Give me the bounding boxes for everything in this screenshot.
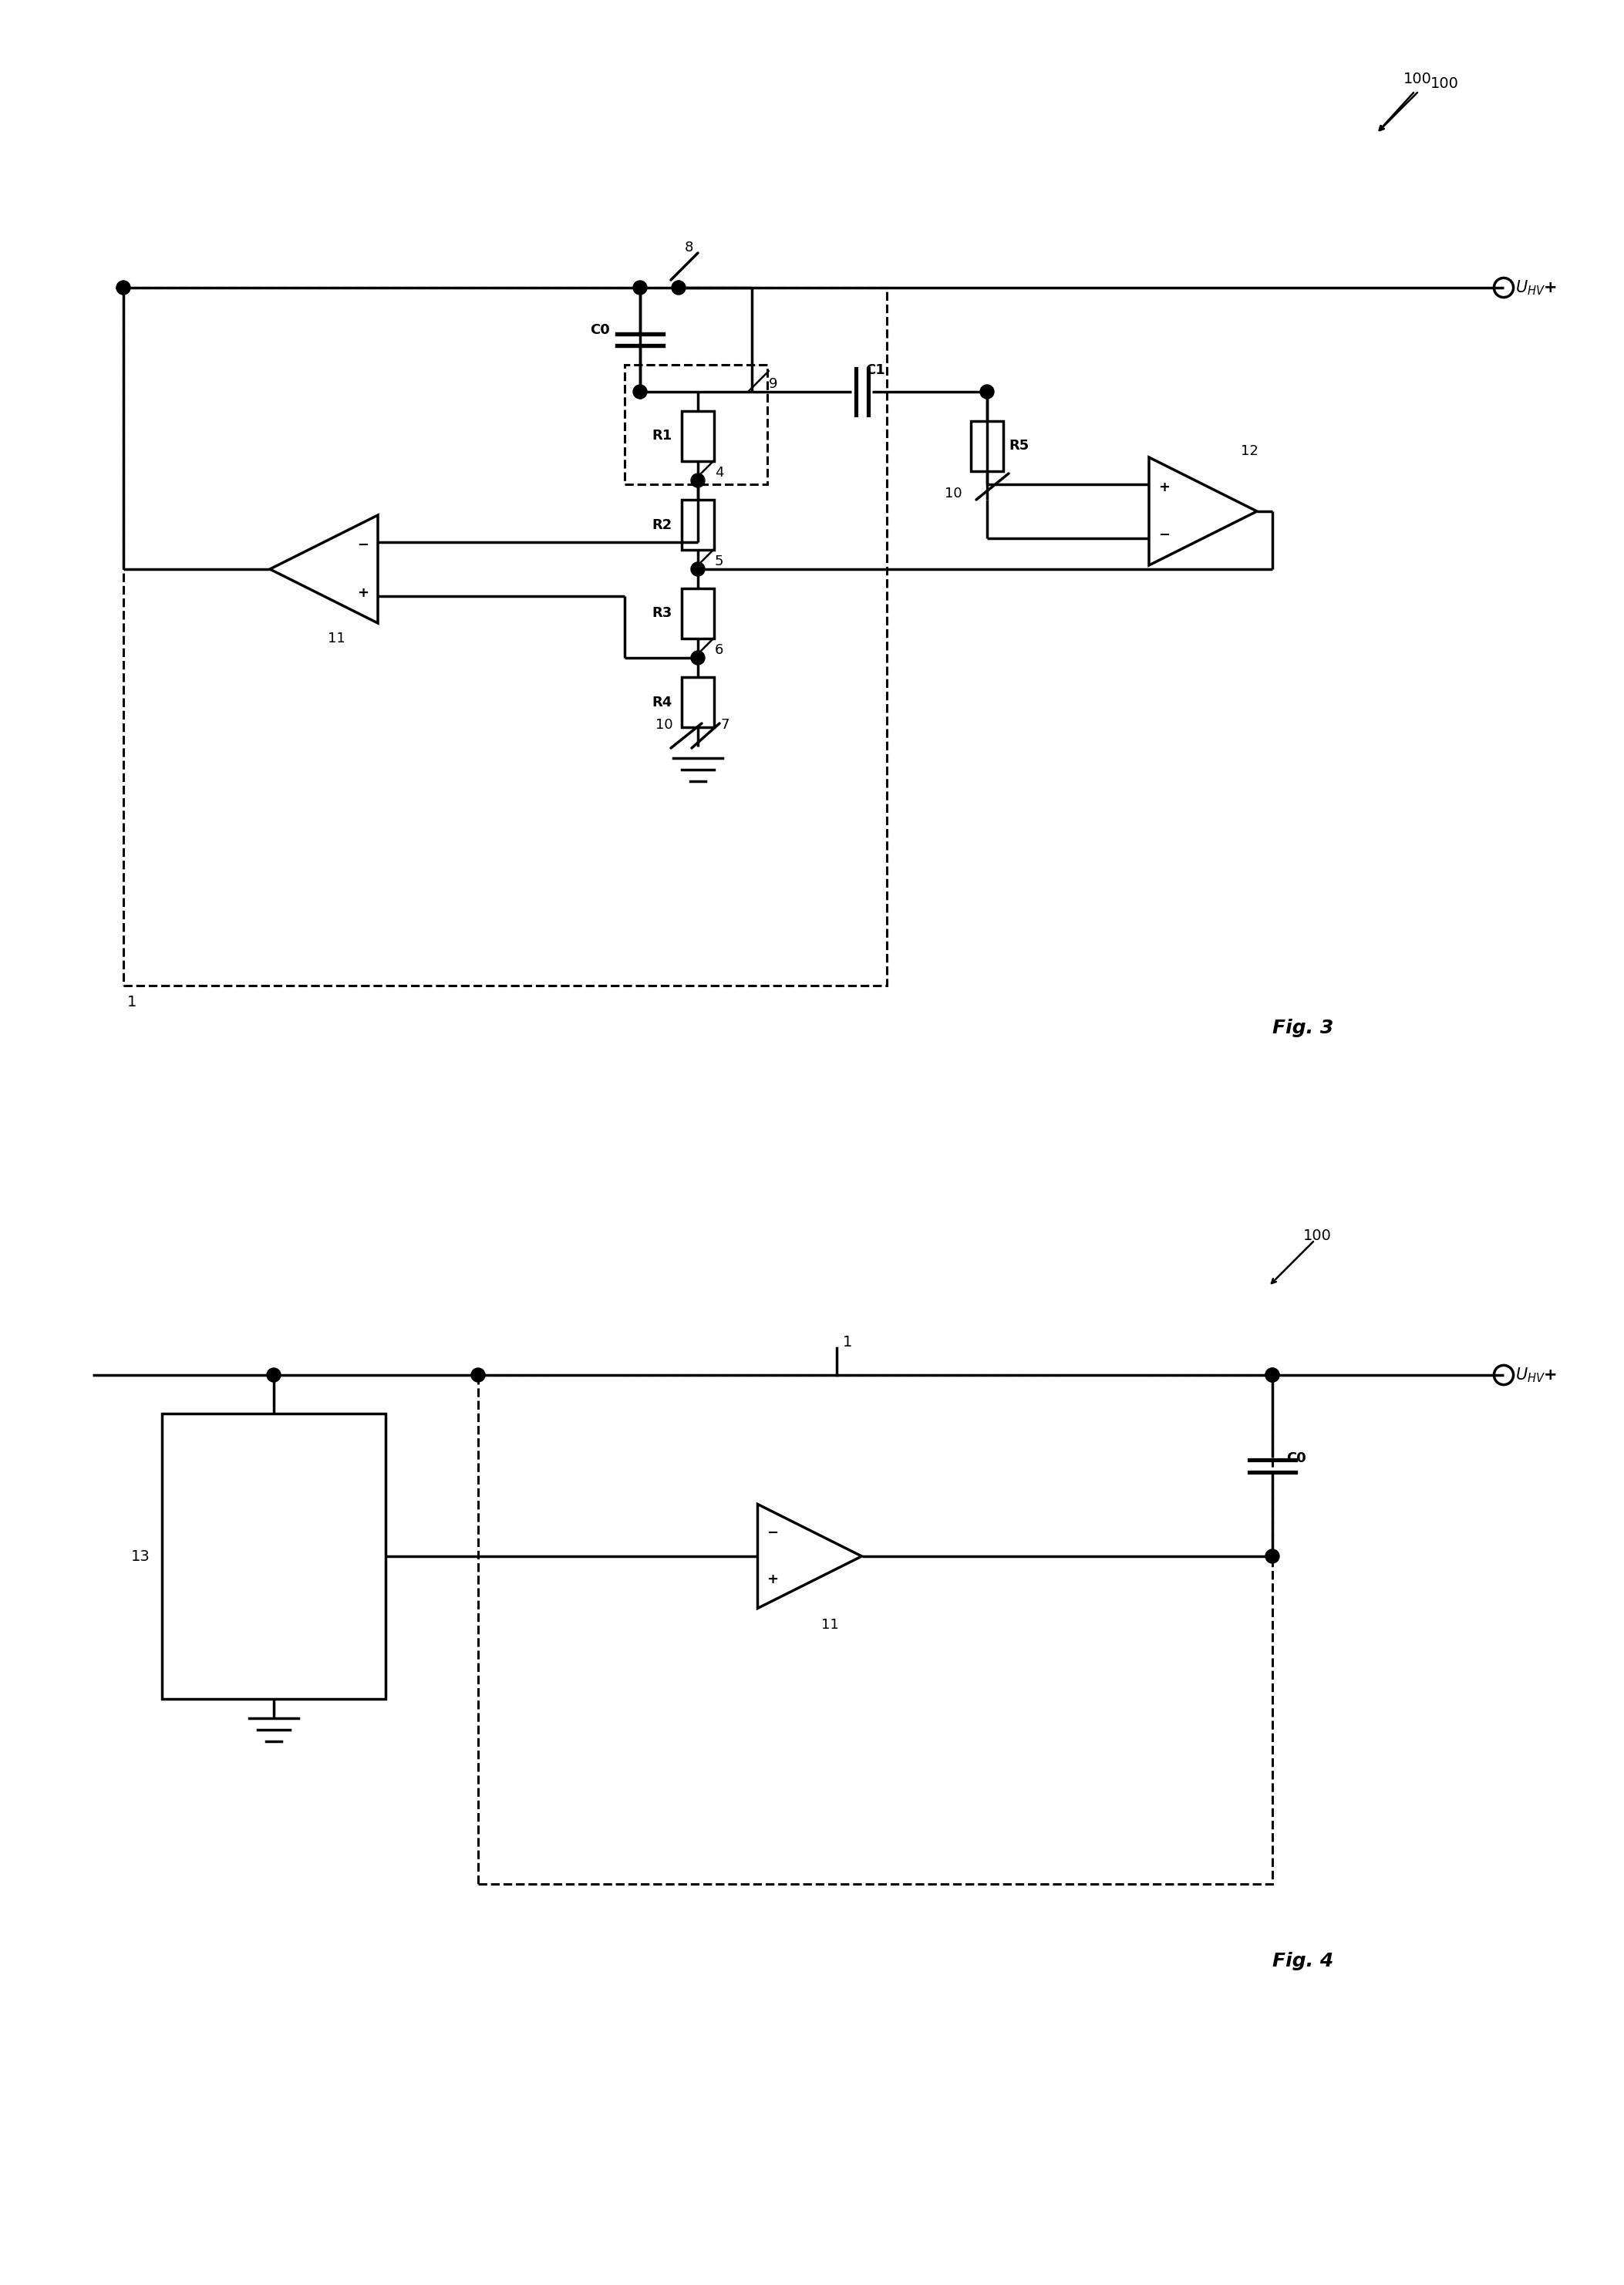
- Circle shape: [1265, 1369, 1280, 1382]
- Text: R4: R4: [651, 695, 672, 708]
- Text: R1: R1: [651, 430, 672, 443]
- Bar: [477, 1376, 1272, 1885]
- Text: 1: 1: [843, 1334, 853, 1350]
- Circle shape: [981, 384, 994, 398]
- Circle shape: [633, 384, 646, 398]
- Text: R2: R2: [651, 519, 672, 532]
- Bar: [625, 366, 767, 484]
- Circle shape: [117, 281, 130, 295]
- Text: −: −: [767, 1526, 778, 1540]
- Circle shape: [633, 281, 646, 295]
- Text: $U_{HV}$+: $U_{HV}$+: [1515, 279, 1557, 297]
- Bar: [682, 411, 715, 462]
- Text: 11: 11: [822, 1618, 840, 1631]
- Circle shape: [690, 562, 705, 576]
- Text: 11: 11: [328, 631, 346, 644]
- Text: 8: 8: [685, 240, 693, 254]
- Text: 6: 6: [715, 642, 724, 658]
- Text: C0: C0: [1286, 1451, 1306, 1465]
- Circle shape: [672, 281, 685, 295]
- Text: +: +: [1158, 480, 1169, 494]
- Text: 9: 9: [768, 377, 778, 391]
- Text: 13: 13: [132, 1549, 151, 1563]
- Text: Fig. 4: Fig. 4: [1272, 1951, 1333, 1970]
- Text: C1: C1: [866, 363, 885, 377]
- Text: $U_{HV}$+: $U_{HV}$+: [1515, 1366, 1557, 1385]
- Bar: [971, 420, 1004, 471]
- Text: 1: 1: [127, 996, 136, 1010]
- Text: 12: 12: [1241, 443, 1259, 457]
- Circle shape: [1265, 1549, 1280, 1563]
- Text: 5: 5: [715, 555, 724, 569]
- Text: +: +: [767, 1572, 778, 1586]
- Bar: [162, 1414, 385, 1700]
- Text: 4: 4: [715, 466, 724, 480]
- Circle shape: [266, 1369, 281, 1382]
- Text: 10: 10: [656, 717, 672, 731]
- Text: 10: 10: [945, 487, 961, 500]
- Text: +: +: [357, 585, 369, 601]
- Circle shape: [1265, 1369, 1280, 1382]
- Circle shape: [690, 651, 705, 665]
- Circle shape: [690, 473, 705, 487]
- Text: R3: R3: [651, 606, 672, 622]
- Bar: [682, 590, 715, 638]
- Bar: [682, 676, 715, 727]
- Text: 100: 100: [1302, 1229, 1332, 1243]
- Text: Fig. 3: Fig. 3: [1272, 1019, 1333, 1037]
- Text: −: −: [1158, 528, 1169, 542]
- Text: C0: C0: [590, 324, 609, 338]
- Text: 7: 7: [721, 717, 729, 731]
- Text: 100: 100: [1431, 75, 1458, 91]
- Text: R5: R5: [1009, 439, 1030, 452]
- Circle shape: [471, 1369, 486, 1382]
- Text: 100: 100: [1403, 73, 1432, 87]
- Bar: [682, 500, 715, 551]
- Text: −: −: [357, 539, 369, 553]
- Bar: [123, 288, 887, 985]
